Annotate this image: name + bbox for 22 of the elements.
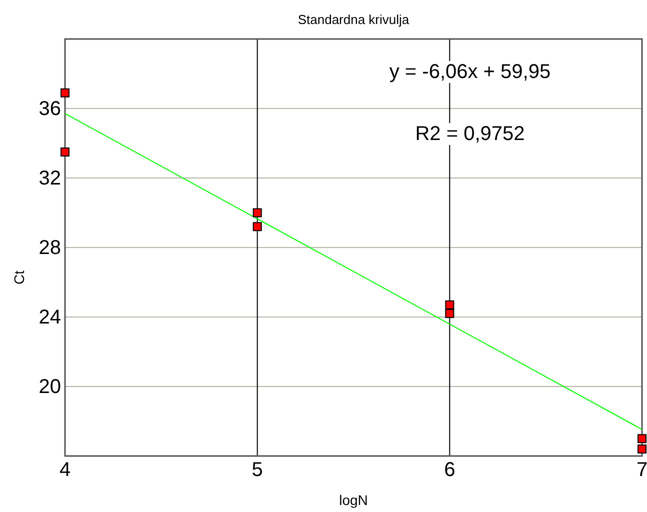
y-tick-label: 20 (38, 376, 61, 398)
point (445, 309, 454, 318)
x-tick-label: 5 (252, 459, 263, 482)
point (60, 88, 70, 98)
point (445, 300, 454, 310)
y-tick-label: 32 (38, 167, 61, 190)
x-tick-label: 4 (59, 459, 71, 482)
point (60, 147, 70, 156)
point (638, 434, 646, 444)
point (638, 444, 646, 454)
chart-title: Standardna krivulja (298, 12, 410, 27)
x-tick-label: 7 (636, 459, 647, 482)
x-axis-title: logN (339, 492, 368, 508)
annotation: R2 = 0,9752 (415, 123, 525, 145)
y-tick-label: 24 (38, 306, 61, 328)
y-tick-label: 36 (38, 98, 61, 120)
y-axis-title: Ct (11, 270, 27, 284)
x-tick-label: 6 (444, 459, 456, 482)
y-tick-label: 28 (38, 236, 61, 259)
annotation: y = -6,06x + 59,95 (389, 61, 551, 83)
point (252, 222, 262, 232)
point (252, 208, 262, 218)
